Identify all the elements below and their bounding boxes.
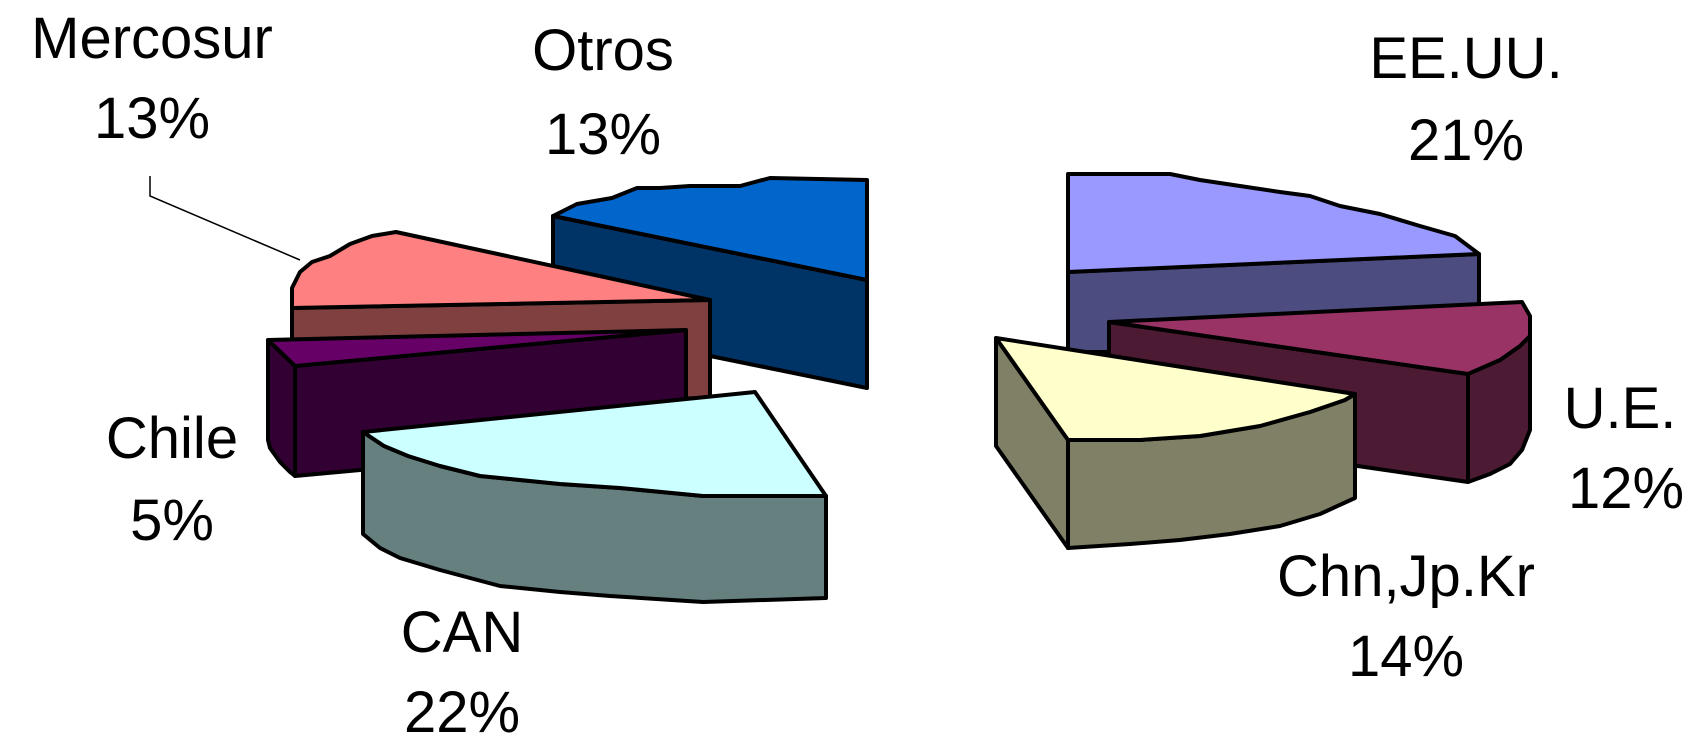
label-ue-name: U.E. xyxy=(1564,376,1677,441)
label-mercosur-name: Mercosur xyxy=(31,6,273,71)
slice-can-top xyxy=(361,390,828,498)
slice-can[interactable] xyxy=(361,390,828,604)
label-mercosur-value: 13% xyxy=(94,86,210,151)
label-eeuu-value: 21% xyxy=(1408,108,1524,173)
slice-mercosur-top xyxy=(290,230,712,310)
slice-otros-top xyxy=(551,176,869,282)
slice-ue-top xyxy=(1107,300,1532,376)
label-eeuu-name: EE.UU. xyxy=(1369,26,1562,91)
label-chn-jp-kr-value: 14% xyxy=(1348,624,1464,689)
slice-chn-jp-kr[interactable] xyxy=(994,336,1357,550)
label-can-value: 22% xyxy=(404,680,520,736)
slice-chn-top xyxy=(994,336,1357,442)
label-chile-name: Chile xyxy=(106,406,238,471)
label-otros-value: 13% xyxy=(545,102,661,167)
slice-chile-top xyxy=(266,328,688,368)
slice-eeuu-top xyxy=(1066,172,1481,274)
label-otros-name: Otros xyxy=(532,18,674,83)
label-chile-value: 5% xyxy=(130,488,214,553)
mercosur-leader-line xyxy=(149,176,301,261)
label-can-name: CAN xyxy=(401,600,523,665)
label-ue-value: 12% xyxy=(1568,456,1682,521)
label-chn-jp-kr-name: Chn,Jp.Kr xyxy=(1277,544,1535,609)
